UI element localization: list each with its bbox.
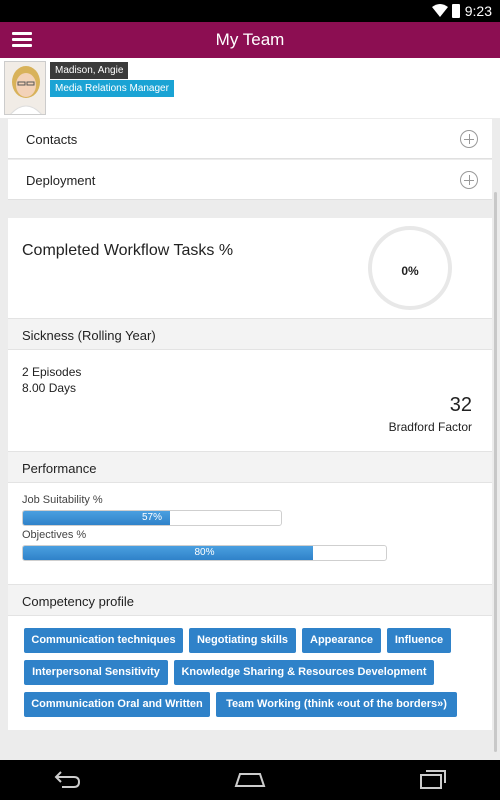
profile-header: Madison, Angie Media Relations Manager: [0, 58, 500, 118]
workflow-percent: 0%: [401, 264, 419, 278]
scrollbar[interactable]: [494, 192, 497, 752]
bradford-value: 32: [449, 394, 472, 416]
sickness-episodes: 2 Episodes: [22, 365, 82, 379]
competency-chip[interactable]: Interpersonal Sensitivity: [24, 660, 168, 685]
objectives-label: Objectives %: [22, 529, 87, 541]
competency-chip[interactable]: Influence: [387, 628, 451, 653]
status-time: 9:23: [464, 3, 492, 19]
deployment-label: Deployment: [26, 173, 96, 188]
bradford-label: Bradford Factor: [388, 420, 472, 434]
job-suitability-fill: [23, 511, 171, 525]
sickness-days: 8.00 Days: [22, 381, 77, 395]
job-suitability-label: Job Suitability %: [22, 494, 103, 506]
competency-title: Competency profile: [22, 594, 134, 609]
employee-role: Media Relations Manager: [50, 80, 174, 97]
job-suitability-value: 57%: [141, 512, 162, 523]
back-icon[interactable]: [52, 768, 82, 790]
expand-deployment-icon[interactable]: [460, 171, 478, 189]
wifi-icon: [432, 4, 448, 17]
objectives-value: 80%: [194, 547, 215, 558]
objectives-bar: 80%: [22, 545, 387, 561]
contacts-label: Contacts: [26, 132, 78, 147]
performance-title: Performance: [22, 461, 97, 476]
avatar: [4, 61, 46, 115]
competency-chip[interactable]: Team Working (think «out of the borders»…: [216, 692, 457, 717]
competency-header: Competency profile: [8, 584, 492, 616]
job-suitability-bar: 57%: [22, 510, 282, 526]
status-bar: 9:23: [0, 0, 500, 22]
competency-chip[interactable]: Communication Oral and Written: [24, 692, 210, 717]
system-nav-bar: [0, 760, 500, 800]
competency-chip[interactable]: Communication techniques: [24, 628, 183, 653]
sickness-title: Sickness (Rolling Year): [22, 328, 156, 343]
competency-chip[interactable]: Appearance: [302, 628, 381, 653]
sickness-header: Sickness (Rolling Year): [8, 318, 492, 350]
recent-apps-icon[interactable]: [418, 768, 448, 790]
hamburger-icon[interactable]: [12, 32, 32, 48]
workflow-progress-ring: 0%: [368, 226, 452, 310]
dashboard-card: Completed Workflow Tasks % 0% Sickness (…: [8, 218, 492, 730]
employee-name: Madison, Angie: [50, 62, 129, 79]
contacts-section[interactable]: Contacts: [8, 119, 492, 159]
competency-chip[interactable]: Knowledge Sharing & Resources Developmen…: [174, 660, 434, 685]
deployment-section[interactable]: Deployment: [8, 160, 492, 200]
battery-icon: [452, 4, 460, 18]
competency-chip[interactable]: Negotiating skills: [189, 628, 296, 653]
expand-contacts-icon[interactable]: [460, 130, 478, 148]
home-icon[interactable]: [233, 768, 267, 790]
app-bar: My Team: [0, 22, 500, 58]
performance-header: Performance: [8, 451, 492, 483]
page-title: My Team: [215, 30, 285, 49]
workflow-title: Completed Workflow Tasks %: [22, 242, 234, 259]
objectives-fill: [23, 546, 314, 560]
